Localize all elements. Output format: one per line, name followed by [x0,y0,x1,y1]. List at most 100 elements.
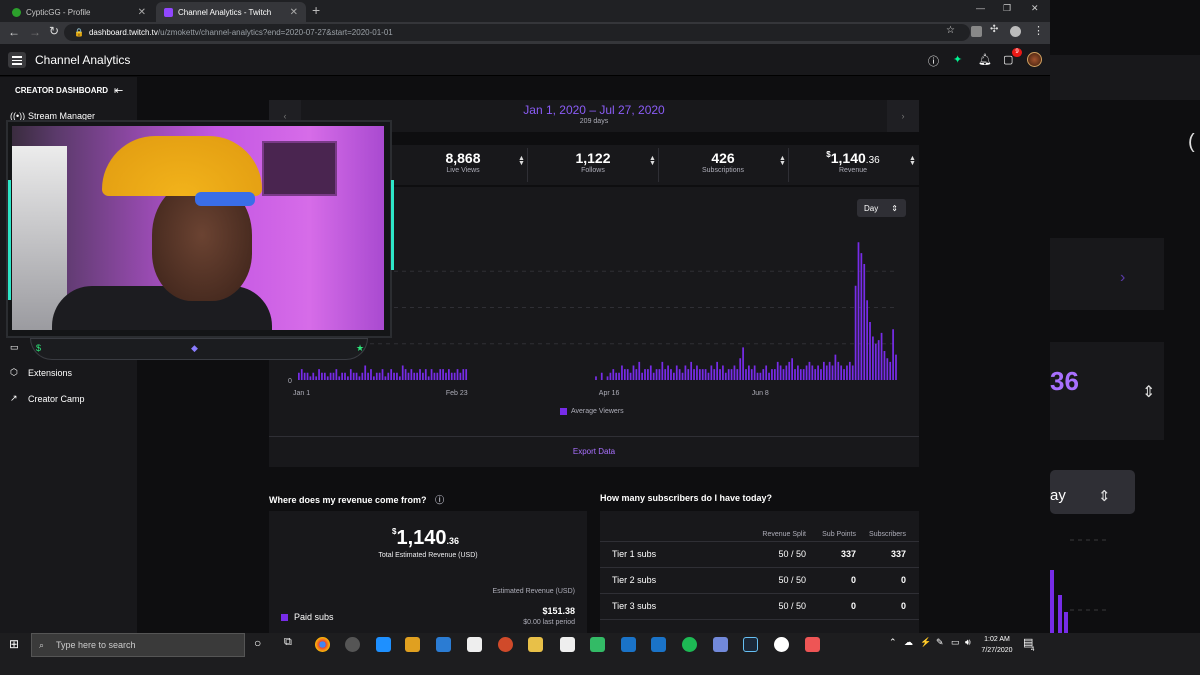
menu-hamburger-icon[interactable] [8,52,26,68]
chart-bar [352,372,355,380]
address-bar[interactable]: 🔒 dashboard.twitch.tv /u/zmokettv/channe… [64,24,970,41]
interval-select[interactable]: Day ⇕ [857,199,906,217]
chart-bar [794,369,796,381]
explorer-taskbar-icon[interactable] [528,637,543,652]
puzzle-icon[interactable]: ✣ [990,24,999,35]
stat-revenue[interactable]: $1,140.36 Revenue [793,150,913,174]
itunes-taskbar-icon[interactable] [774,637,789,652]
tier-label: Tier 1 subs [612,549,657,559]
task-view-icon[interactable]: ⧉ [284,636,292,648]
app-taskbar-icon[interactable] [651,637,666,652]
new-tab-icon[interactable]: + [312,2,321,18]
minimize-icon[interactable]: — [976,3,985,13]
tray-cloud-icon[interactable]: ☁ [904,637,913,647]
tray-app-icon[interactable]: ✎ [936,637,944,647]
action-center-icon[interactable]: ▤ [1023,637,1034,649]
chart-bar [609,372,612,380]
sidebar-item-stream-manager[interactable]: ((•)) Stream Manager [10,111,95,121]
sort-icon[interactable]: ▲ ▼ [779,155,786,167]
chart-bar [756,372,759,380]
sparkle-icon[interactable]: ✦ [953,54,963,66]
tab-profile[interactable]: CypticGG - Profile ✕ [4,2,154,22]
chart-bar [312,372,315,380]
app-taskbar-icon[interactable] [498,637,513,652]
export-data-link[interactable]: Export Data [572,447,616,456]
chrome-taskbar-icon[interactable] [315,637,330,652]
chart-bar [370,369,372,381]
sort-icon[interactable]: ▲ ▼ [518,155,525,167]
chart-bar [690,361,693,381]
bookmark-star-icon[interactable]: ☆ [946,25,955,36]
stat-subscriptions[interactable]: 426 Subscriptions [663,150,783,174]
sort-icon[interactable]: ▲ ▼ [649,155,656,167]
chart-bar [805,365,808,380]
spotify-taskbar-icon[interactable] [682,637,697,652]
cortana-icon[interactable]: ○ [254,636,262,650]
stat-follows[interactable]: 1,122 Follows [533,150,653,174]
bell-icon[interactable]: 🔔︎ [978,54,992,66]
app-taskbar-icon[interactable] [590,637,605,652]
reload-icon[interactable]: ↻ [49,24,60,38]
chart-bar [759,372,762,380]
maximize-icon[interactable]: ❐ [1003,3,1012,13]
sidebar-item-creator-camp[interactable]: ↗ Creator Camp [10,393,85,404]
webcam-video [12,126,384,330]
chart-bar [776,361,779,381]
next-range-button[interactable]: › [887,100,919,132]
store-taskbar-icon[interactable] [405,637,420,652]
steam-taskbar-icon[interactable] [743,637,758,652]
user-avatar[interactable] [1027,52,1042,67]
file-taskbar-icon[interactable] [467,637,482,652]
page-title: Channel Analytics [35,53,131,67]
chart-bar [407,372,410,380]
menu-dots-icon[interactable]: ⋮ [1033,25,1044,37]
tab-channel-analytics[interactable]: Channel Analytics - Twitch ✕ [156,2,306,22]
sort-icon[interactable]: ▲ ▼ [909,155,916,167]
mail-taskbar-icon[interactable] [436,637,451,652]
sub-points: 0 [850,575,856,585]
taskbar-search[interactable]: ⌕ Type here to search [31,633,245,657]
forward-icon[interactable]: → [29,25,41,39]
chart-bar [750,369,753,381]
edge-taskbar-icon[interactable] [376,637,391,652]
chart-bar [315,376,318,381]
sidebar-item-extensions[interactable]: ⬡ Extensions [10,367,72,378]
close-icon[interactable]: ✕ [289,6,298,18]
chart-bar [424,369,427,381]
app-taskbar-icon[interactable] [621,637,636,652]
app-taskbar-icon[interactable] [805,637,820,652]
chart-bar [413,372,416,380]
sidebar-item-partial[interactable]: ▭ [10,342,28,353]
chart-bar [713,369,716,381]
obs-taskbar-icon[interactable] [345,637,360,652]
chart-bar [442,369,444,381]
file-taskbar-icon[interactable] [560,637,575,652]
revenue-total-label: Total Estimated Revenue (USD) [378,552,478,559]
help-icon[interactable]: ⓘ [928,56,939,68]
info-icon[interactable]: ⓘ [435,495,445,505]
system-clock[interactable]: 1:02 AM 7/27/2020 [968,634,1026,656]
tray-chevron-icon[interactable]: ⌃ [889,637,897,647]
broadcast-icon: ((•)) [10,111,26,121]
date-range-label[interactable]: Jan 1, 2020 – Jul 27, 2020 [523,103,665,117]
window-close-icon[interactable]: ✕ [1031,3,1039,13]
twitch-topnav [0,44,1050,76]
subscribers-section-title: How many subscribers do I have today? [600,493,773,503]
zoom-stat-fragment: 36 [1050,366,1079,396]
extension-icon[interactable] [971,26,982,37]
discord-taskbar-icon[interactable] [713,637,728,652]
inbox-icon[interactable]: ▢ [1003,54,1014,66]
back-icon[interactable]: ← [8,25,20,39]
stat-live-views[interactable]: 8,868 Live Views [403,150,523,174]
collapse-icon[interactable]: ⇤ [114,85,124,97]
volume-icon[interactable]: 🔊︎ [965,637,971,647]
profile-avatar-icon[interactable] [1010,26,1021,37]
tray-app-icon[interactable]: ⚡ [920,637,932,647]
windows-start-icon[interactable]: ⊞ [9,637,20,651]
close-icon[interactable]: ✕ [137,6,146,18]
chart-bar [364,365,367,380]
chart-bar [410,369,413,381]
chart-bar [773,369,776,381]
network-icon[interactable]: ▭ [951,637,960,647]
url-host: dashboard.twitch.tv [88,28,158,37]
